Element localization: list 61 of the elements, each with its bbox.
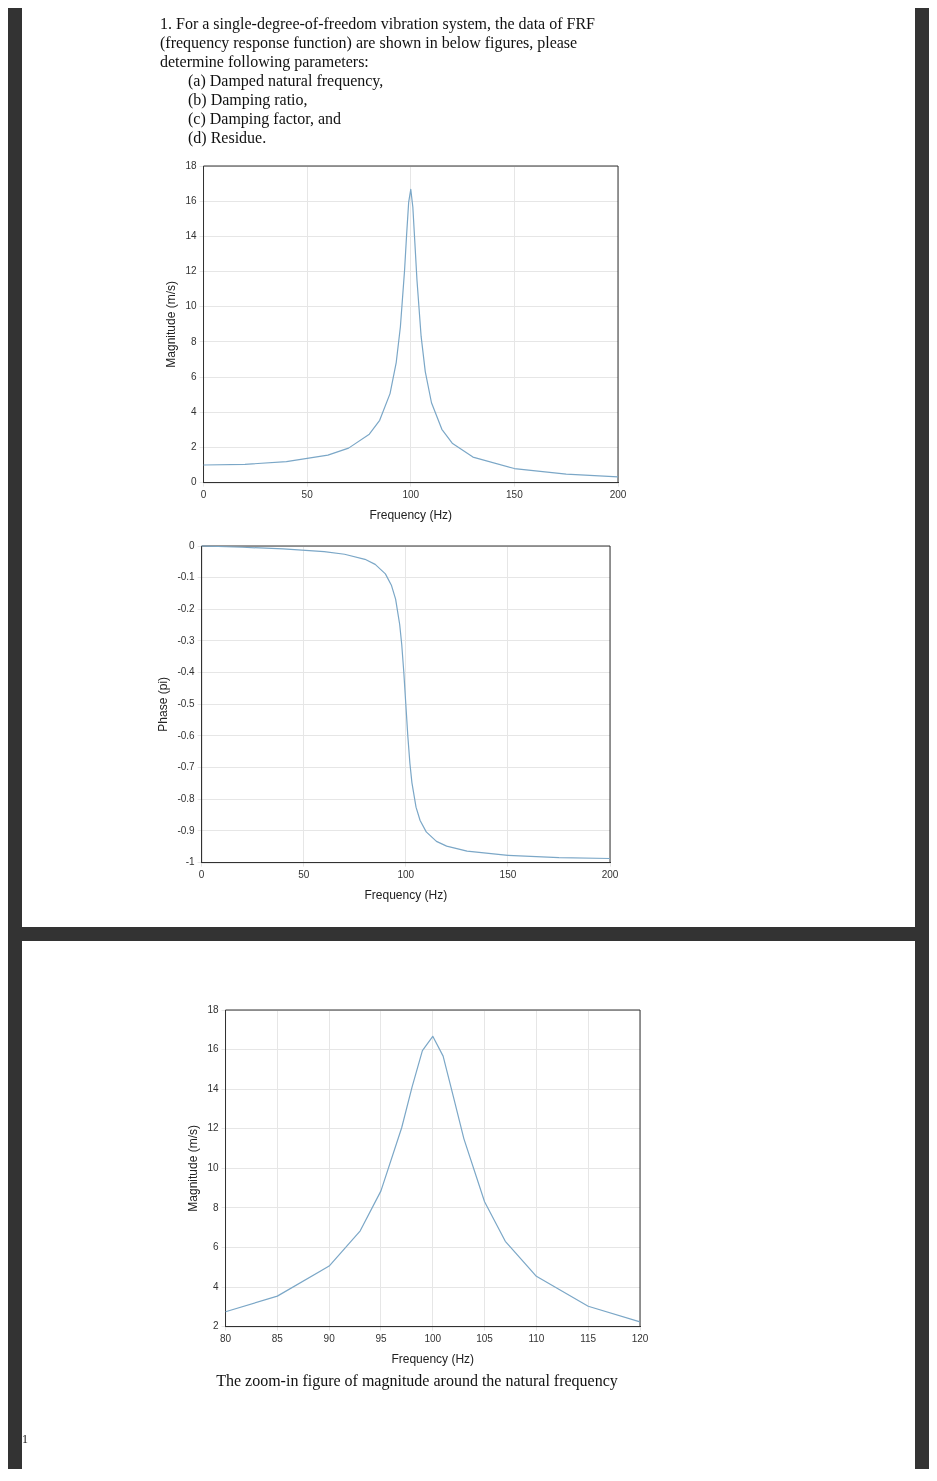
y-tick-label: 12: [207, 1122, 219, 1134]
y-tick-label: -0.5: [177, 698, 196, 710]
x-axis-title: Frequency (Hz): [364, 888, 448, 903]
y-tick-label: 0: [189, 539, 196, 551]
y-tick-label: -0.4: [177, 666, 196, 678]
text: (a) Damped natural frequency,: [188, 71, 385, 90]
y-tick-label: -0.9: [177, 824, 196, 836]
text: 1: [22, 1431, 29, 1448]
y-axis-title: Magnitude (m/s): [185, 1124, 200, 1212]
x-tick-label: 150: [506, 489, 524, 501]
y-tick-label: 2: [212, 1320, 219, 1332]
y-tick-label: -0.3: [177, 634, 196, 646]
text: (c) Damping factor, and: [188, 109, 343, 128]
x-tick-label: 80: [219, 1333, 232, 1345]
y-tick-label: 6: [190, 370, 197, 382]
x-tick-label: 0: [198, 869, 205, 881]
y-tick-label: 4: [212, 1280, 219, 1292]
y-tick-label: -0.2: [177, 603, 196, 615]
y-tick-label: -1: [185, 856, 196, 868]
text: (d) Residue.: [188, 128, 268, 147]
x-tick-label: 110: [528, 1333, 545, 1345]
y-tick-label: 8: [190, 335, 197, 347]
x-axis-title: Frequency (Hz): [369, 508, 453, 523]
x-tick-label: 50: [301, 489, 314, 501]
y-tick-label: 12: [185, 265, 197, 277]
y-tick-label: 14: [185, 230, 197, 242]
x-tick-label: 115: [580, 1333, 597, 1345]
x-tick-label: 95: [375, 1333, 387, 1345]
y-tick-label: 6: [212, 1241, 219, 1253]
y-tick-label: 16: [207, 1043, 219, 1055]
x-tick-label: 200: [609, 489, 627, 501]
text: The zoom-in figure of magnitude around the natural frequency: [215, 1371, 619, 1390]
y-tick-label: 18: [185, 159, 197, 171]
y-tick-label: 18: [207, 1003, 219, 1015]
x-tick-label: 90: [323, 1333, 336, 1345]
x-tick-label: 200: [601, 869, 619, 881]
x-tick-label: 120: [631, 1333, 649, 1345]
y-tick-label: -0.8: [177, 793, 196, 805]
y-tick-label: -0.7: [177, 761, 196, 773]
text: (b) Damping ratio,: [188, 90, 309, 109]
x-tick-label: 100: [402, 489, 420, 501]
x-axis-title: Frequency (Hz): [391, 1352, 475, 1367]
y-tick-label: -0.1: [177, 571, 196, 583]
text: 1. For a single-degree-of-freedom vibration system, the data of FRF (frequency response function) are shown in below figures, please determine following parameters:: [160, 14, 596, 71]
x-tick-label: 105: [476, 1333, 494, 1345]
y-tick-label: 10: [207, 1162, 219, 1174]
y-tick-label: 14: [207, 1082, 219, 1094]
y-tick-label: -0.6: [177, 729, 196, 741]
x-tick-label: 50: [298, 869, 310, 881]
y-tick-label: 4: [190, 405, 197, 417]
x-tick-label: 100: [397, 869, 415, 881]
y-axis-title: Magnitude (m/s): [163, 280, 178, 368]
y-tick-label: 0: [190, 476, 197, 488]
x-tick-label: 150: [499, 869, 517, 881]
y-tick-label: 10: [185, 300, 197, 312]
x-tick-label: 85: [271, 1333, 284, 1345]
y-tick-label: 2: [190, 441, 197, 453]
y-axis-title: Phase (pi): [155, 676, 170, 732]
y-tick-label: 16: [185, 194, 197, 206]
x-tick-label: 100: [424, 1333, 442, 1345]
y-tick-label: 8: [212, 1201, 219, 1213]
